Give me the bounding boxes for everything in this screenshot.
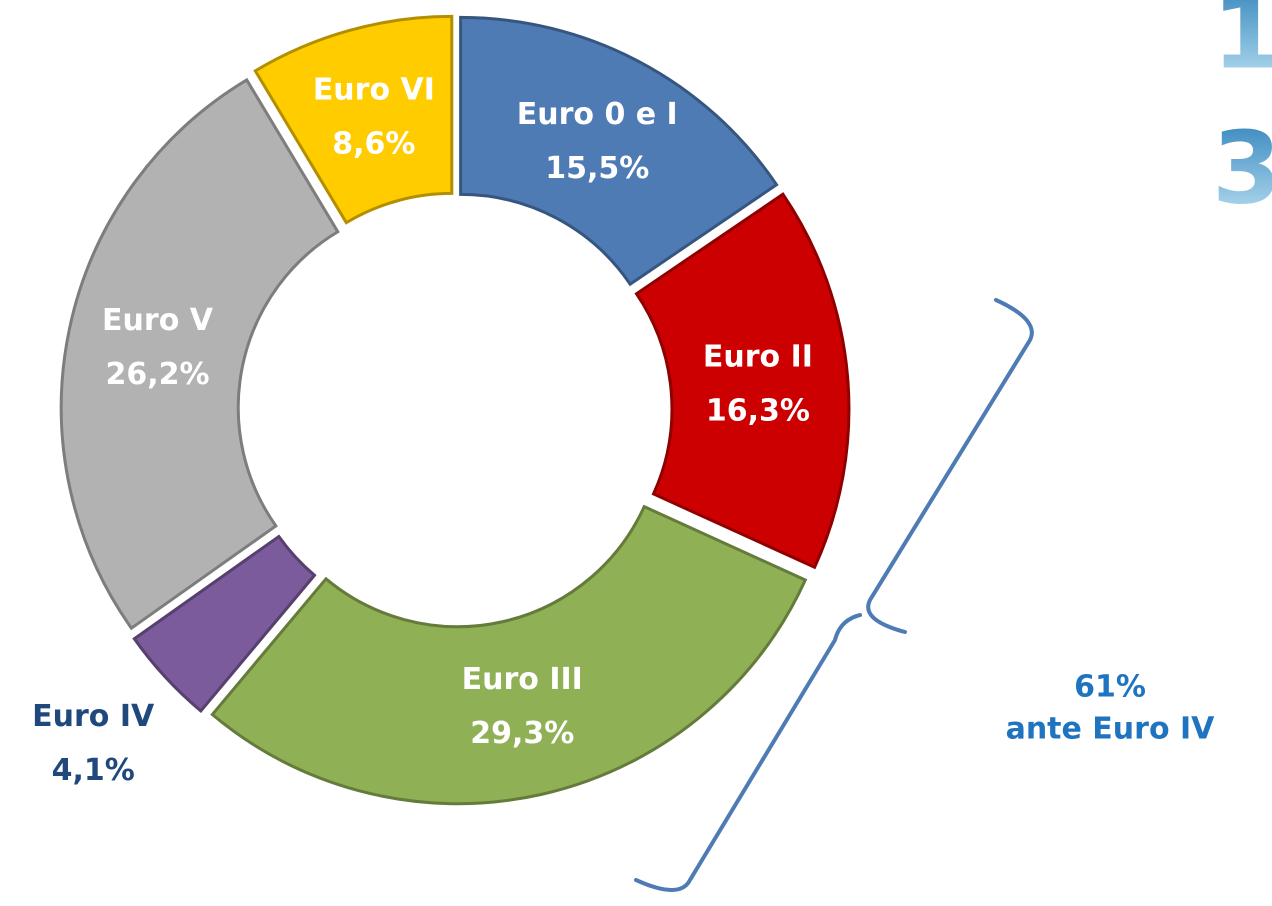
value-label: 29,3% [470,716,574,751]
segment-label: Euro III [462,662,583,697]
donut-segment [210,504,808,806]
annotation: ante Euro IV [1006,712,1216,747]
corner-line: 36 [1212,109,1272,226]
segment-label: Euro VI [313,73,435,108]
segment-label: Euro 0 e I [517,97,678,132]
segment-label: Euro II [703,340,813,375]
segment-label: Euro IV [32,699,155,734]
donut-segment [459,15,779,287]
value-label: 4,1% [52,753,135,788]
value-label: 16,3% [706,394,810,429]
value-label: 15,5% [545,151,649,186]
donut-segment [634,192,851,570]
segment-label: Euro V [102,303,214,338]
donut-segment [132,534,317,714]
donut-segment [59,77,340,631]
value-label: 8,6% [332,127,415,162]
value-label: 26,2% [105,357,209,392]
brace [634,298,1034,892]
donut-segment [253,14,454,225]
corner-text: 10 36 [1212,0,1272,226]
corner-line: 10 [1212,0,1272,91]
annotation: 61% [1074,670,1146,705]
